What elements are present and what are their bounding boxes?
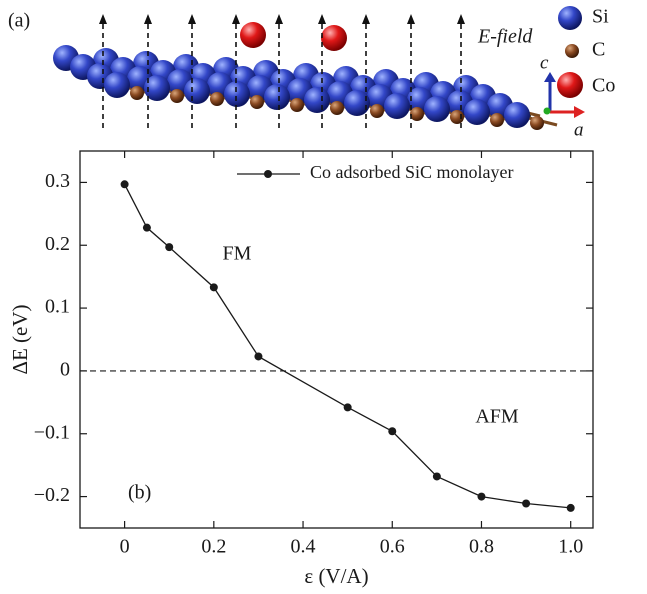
figure: (a) E-field Si C Co c b a 0 0.2 0.4 0.6 0.8 1…	[0, 0, 647, 594]
si-atom	[384, 93, 410, 119]
x-tick-label: 0.6	[380, 536, 405, 558]
c-atom	[210, 92, 224, 106]
data-point	[254, 352, 262, 360]
legend-co: Co	[592, 75, 615, 97]
data-point	[344, 403, 352, 411]
y-tick-label: 0.3	[45, 170, 70, 192]
c-atom	[250, 95, 264, 109]
data-point	[165, 243, 173, 251]
field-arrow-head	[144, 14, 152, 24]
c-atom	[330, 101, 344, 115]
data-point	[477, 493, 485, 501]
legend-label: Co adsorbed SiC monolayer	[310, 162, 513, 182]
c-atom	[450, 110, 464, 124]
si-atom	[344, 90, 370, 116]
annotation: AFM	[475, 406, 519, 428]
legend-si: Si	[592, 6, 609, 28]
legend-marker	[264, 170, 272, 178]
c-atom	[530, 116, 544, 130]
field-arrow-head	[99, 14, 107, 24]
field-arrow-head	[407, 14, 415, 24]
field-arrow-head	[318, 14, 326, 24]
legend-c-sphere	[565, 44, 579, 58]
annotation: FM	[223, 243, 252, 265]
series-line	[125, 184, 571, 508]
panel-label: (a)	[8, 10, 30, 32]
data-point	[388, 427, 396, 435]
x-tick-label: 1.0	[558, 536, 583, 558]
field-arrow-head	[362, 14, 370, 24]
x-axis-label: ε (V/A)	[304, 564, 368, 588]
c-atom	[290, 98, 304, 112]
si-atom	[224, 81, 250, 107]
y-tick-label: 0.2	[45, 233, 70, 255]
si-atom	[104, 72, 130, 98]
x-tick-label: 0.8	[469, 536, 494, 558]
data-point	[433, 472, 441, 480]
si-atom	[184, 78, 210, 104]
data-point	[522, 499, 530, 507]
x-tick-label: 0.4	[291, 536, 316, 558]
field-arrow-head	[275, 14, 283, 24]
y-tick-label: 0	[60, 359, 70, 381]
axis-c-label: c	[540, 52, 549, 73]
legend-c: C	[592, 39, 605, 61]
si-atom	[264, 84, 290, 110]
co-atom	[240, 22, 266, 48]
si-atom	[504, 102, 530, 128]
axis-a-head	[574, 106, 585, 118]
c-atom	[370, 104, 384, 118]
field-arrow-head	[232, 14, 240, 24]
axis-a-label: a	[574, 119, 584, 140]
si-atom	[464, 99, 490, 125]
c-atom	[490, 113, 504, 127]
si-atom	[304, 87, 330, 113]
axis-b	[544, 108, 551, 115]
y-tick-label: 0.1	[45, 296, 70, 318]
x-tick-label: 0.2	[201, 536, 226, 558]
c-atom	[170, 89, 184, 103]
legend-co-sphere	[557, 72, 583, 98]
y-tick-label: −0.2	[34, 484, 70, 506]
data-point	[143, 224, 151, 232]
annotation: (b)	[128, 482, 151, 504]
plot-frame	[80, 151, 593, 528]
field-arrow-head	[457, 14, 465, 24]
co-atom	[321, 25, 347, 51]
c-atom	[410, 107, 424, 121]
x-tick-label: 0	[120, 536, 130, 558]
data-point	[567, 504, 575, 512]
data-point	[121, 180, 129, 188]
field-arrow-head	[188, 14, 196, 24]
y-tick-label: −0.1	[34, 421, 70, 443]
data-point	[210, 283, 218, 291]
axis-c-head	[544, 72, 556, 82]
y-axis-label: ΔE (eV)	[8, 304, 32, 374]
legend-si-sphere	[558, 6, 582, 30]
si-atom	[424, 96, 450, 122]
field-label: E-field	[477, 26, 533, 48]
c-atom	[130, 86, 144, 100]
structure-panel: (a) E-field Si C Co c b a	[8, 6, 615, 141]
